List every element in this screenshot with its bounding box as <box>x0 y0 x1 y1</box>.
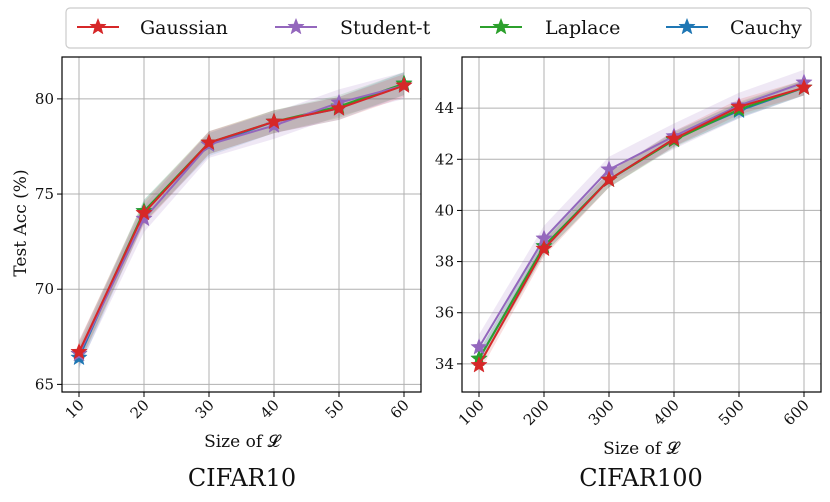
x-axis-label-cifar10: Size of 𝓛 <box>204 432 282 452</box>
point-student-t <box>470 338 488 355</box>
y-ticks-cifar10: 65 70 75 80 <box>35 90 62 393</box>
legend-marker-cauchy <box>678 17 696 35</box>
series-gaussian-cifar10 <box>70 76 413 360</box>
y-tick-label: 36 <box>435 304 454 322</box>
legend-label-gaussian: Gaussian <box>140 17 228 39</box>
series-laplace-cifar100 <box>470 78 813 367</box>
x-tick-label: 200 <box>520 396 553 429</box>
band-laplace-cifar100 <box>479 80 804 367</box>
x-tick-label: 400 <box>650 396 683 429</box>
series-student-t-cifar10 <box>70 76 413 362</box>
legend-label-cauchy: Cauchy <box>730 17 802 39</box>
series-cauchy-cifar10 <box>70 74 413 366</box>
line-student-t <box>478 81 805 348</box>
x-tick-label: 600 <box>780 396 813 429</box>
line-student-t <box>78 84 405 355</box>
line-cauchy <box>478 86 805 360</box>
band-cauchy-cifar10 <box>79 72 404 370</box>
line-laplace <box>478 86 805 360</box>
x-tick-label: 300 <box>585 396 618 429</box>
point-gaussian <box>730 97 748 115</box>
series-laplace-cifar10 <box>70 74 413 362</box>
y-tick-label: 38 <box>435 253 454 271</box>
legend-entry-cauchy: Cauchy <box>666 17 802 39</box>
y-tick-label: 70 <box>35 280 54 298</box>
x-ticks-cifar100: 100 200 300 400 500 600 <box>455 392 813 429</box>
band-gaussian-cifar10 <box>79 74 404 364</box>
point-gaussian <box>665 129 683 147</box>
panel-cifar10: 65 70 75 80 10 20 30 40 50 60 <box>35 56 422 422</box>
y-tick-label: 75 <box>35 185 54 203</box>
point-gaussian <box>70 342 88 360</box>
legend-entry-gaussian: Gaussian <box>77 17 228 39</box>
panel-title-cifar10: CIFAR10 <box>188 464 296 492</box>
legend-marker-gaussian <box>89 17 107 35</box>
y-ticks-cifar100: 34 36 38 40 42 44 <box>435 99 462 373</box>
legend-entry-student-t: Student-t <box>275 17 431 39</box>
point-gaussian <box>535 239 553 257</box>
legend-label-laplace: Laplace <box>545 17 620 39</box>
point-gaussian <box>135 203 153 221</box>
x-ticks-cifar10: 10 20 30 40 50 60 <box>62 392 413 422</box>
x-tick-label: 40 <box>257 396 283 422</box>
grid-cifar100 <box>462 57 821 392</box>
legend-label-student-t: Student-t <box>340 17 431 39</box>
point-gaussian <box>470 355 488 373</box>
band-student-t-cifar10 <box>79 72 404 368</box>
y-tick-label: 80 <box>35 90 54 108</box>
panel-cifar100: 34 36 38 40 42 44 100 200 300 400 500 600 <box>435 56 822 429</box>
y-tick-label: 40 <box>435 201 454 219</box>
series-cauchy-cifar100 <box>470 78 813 367</box>
x-axis-label-cifar100: Size of 𝓛 <box>603 439 681 459</box>
band-laplace-cifar10 <box>79 72 404 366</box>
legend-marker-laplace <box>492 17 510 35</box>
series-gaussian-cifar100 <box>470 78 813 373</box>
line-gaussian <box>478 86 805 366</box>
legend-frame <box>65 7 812 49</box>
x-tick-label: 30 <box>192 396 218 422</box>
y-axis-label-cifar10: Test Acc (%) <box>11 169 31 276</box>
x-tick-label: 100 <box>455 396 488 429</box>
error-bands-cifar10 <box>79 72 404 370</box>
point-gaussian <box>600 170 618 188</box>
x-tick-label: 60 <box>387 396 413 422</box>
y-tick-label: 34 <box>435 355 454 373</box>
y-tick-label: 44 <box>435 99 454 117</box>
x-tick-label: 50 <box>322 396 348 422</box>
x-tick-label: 500 <box>715 396 748 429</box>
point-gaussian <box>265 112 283 130</box>
x-tick-label: 20 <box>127 396 153 422</box>
point-student-t <box>135 209 153 227</box>
plot-frame-cifar10 <box>61 56 422 393</box>
point-gaussian <box>795 78 813 96</box>
y-tick-label: 42 <box>435 150 454 168</box>
point-gaussian <box>330 99 348 116</box>
error-bands-cifar100 <box>479 69 804 373</box>
point-gaussian <box>395 76 413 94</box>
point-gaussian <box>200 133 218 151</box>
band-gaussian-cifar100 <box>479 80 804 373</box>
band-cauchy-cifar100 <box>479 80 804 367</box>
series-student-t-cifar100 <box>470 73 813 355</box>
band-student-t-cifar100 <box>479 69 804 361</box>
legend-entry-laplace: Laplace <box>480 17 620 39</box>
line-gaussian <box>78 84 405 353</box>
legend: Gaussian Student-t Laplace Cauchy <box>65 7 812 49</box>
y-tick-label: 65 <box>35 375 54 393</box>
panel-title-cifar100: CIFAR100 <box>579 464 703 492</box>
legend-marker-student-t <box>287 17 305 35</box>
x-tick-label: 10 <box>62 396 88 422</box>
plot-frame-cifar100 <box>461 56 822 393</box>
